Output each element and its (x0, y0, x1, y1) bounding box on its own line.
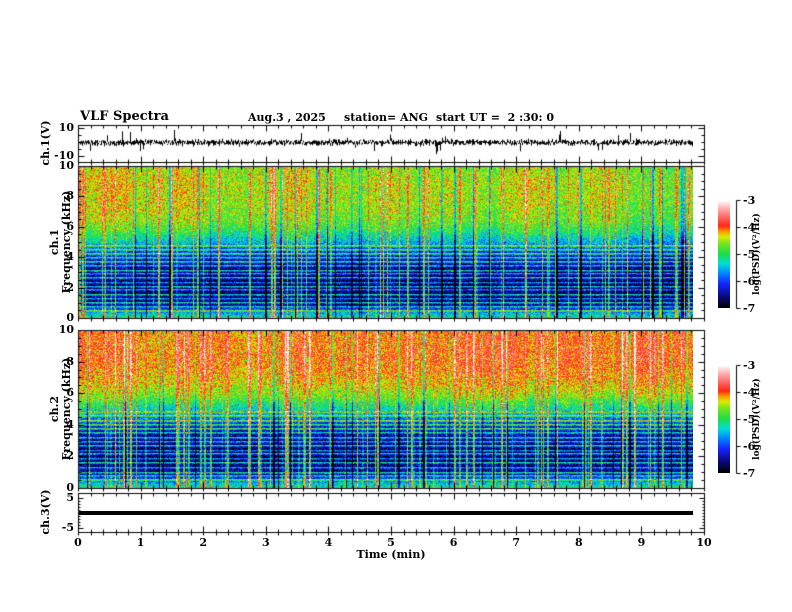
tick-label: -3 (743, 194, 756, 207)
tick-label: 4 (324, 536, 333, 549)
tick-label: 3 (261, 536, 270, 549)
tick-label: -6 (743, 440, 756, 453)
tick-label: 8 (66, 354, 74, 368)
tick-label: -4 (743, 221, 756, 234)
tick-label: 5 (66, 490, 74, 504)
tick-label: 4 (66, 417, 74, 431)
tick-label: 2 (66, 449, 74, 463)
tick-label: 9 (637, 536, 646, 549)
tick-label: 7 (512, 536, 521, 549)
tick-label: -5 (61, 520, 74, 534)
tick-label: 4 (66, 250, 74, 264)
tick-label: -10 (54, 149, 74, 162)
tick-label: 2 (199, 536, 208, 549)
tick-label: -5 (743, 248, 756, 261)
tick-label: 8 (574, 536, 583, 549)
tick-label: -5 (743, 413, 756, 426)
tick-label: 6 (66, 219, 74, 233)
tick-label: -3 (743, 359, 756, 372)
tick-label: 10 (58, 323, 74, 336)
tick-label: 1 (136, 536, 145, 549)
tick-label: 6 (449, 536, 458, 549)
tick-label: -6 (743, 275, 756, 288)
tick-label: -7 (743, 467, 756, 480)
tick-label: 0 (74, 536, 82, 549)
tick-label: -4 (743, 386, 756, 399)
tick-label: 10 (696, 536, 712, 549)
tick-label: 2 (66, 280, 74, 294)
tick-label: 8 (66, 189, 74, 203)
tick-label: 5 (387, 536, 395, 549)
tick-label: 10 (58, 121, 74, 134)
tick-label: -7 (743, 302, 756, 315)
tick-label: 6 (66, 386, 74, 400)
